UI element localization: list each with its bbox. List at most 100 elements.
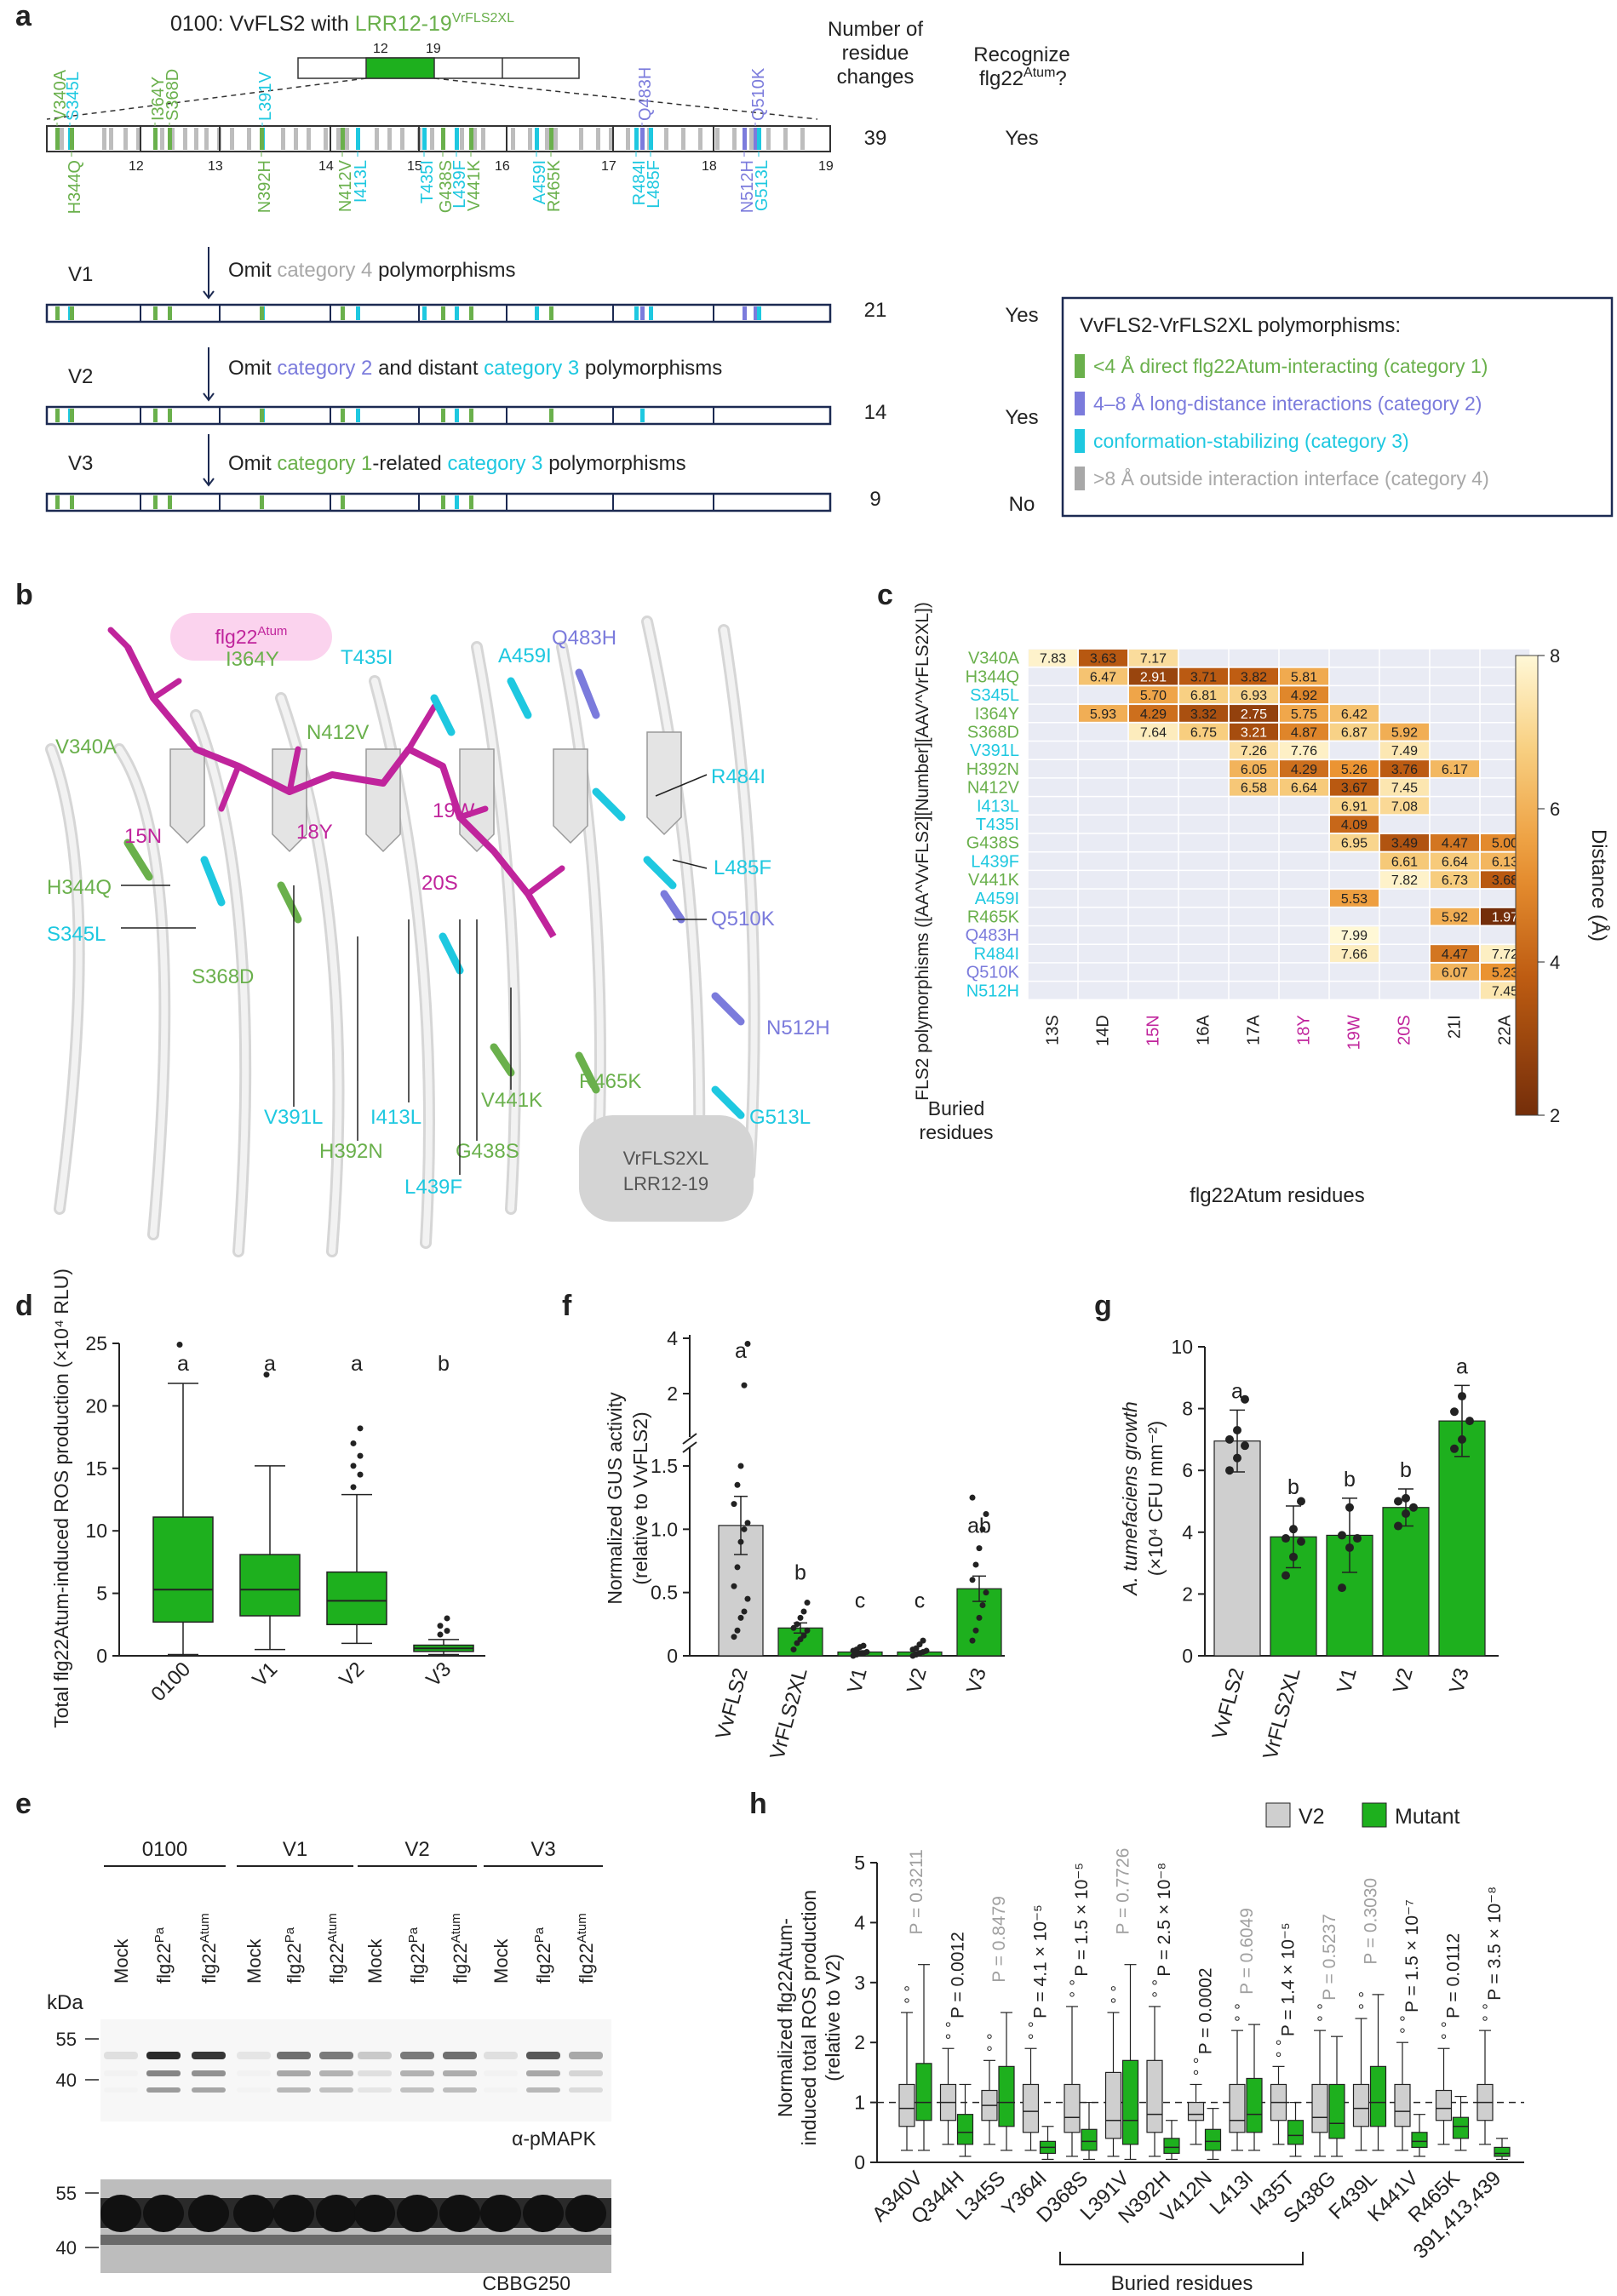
y-tick-label: 1	[854, 2092, 865, 2114]
heatmap-cell	[1431, 760, 1479, 777]
heatmap-value: 6.93	[1241, 689, 1267, 703]
legend-v2: V2	[1299, 1805, 1325, 1829]
legend-swatch	[1075, 429, 1085, 453]
residue-tick	[455, 495, 459, 509]
p-value: P = 1.4 × 10⁻⁵	[1279, 1922, 1299, 2036]
box	[1146, 2059, 1163, 2133]
lane-label: flg22Pa	[532, 1927, 554, 1984]
residue-tick	[341, 128, 345, 150]
legend-item: 4–8 Å long-distance interactions (catego…	[1093, 392, 1482, 415]
category4-tick	[681, 128, 685, 150]
step-arrowhead	[203, 478, 215, 487]
outlier	[1110, 1998, 1116, 2003]
heatmap-value: 5.81	[1291, 670, 1317, 684]
heatmap-cell	[1431, 945, 1479, 962]
structure-label: V441K	[481, 1089, 542, 1112]
beta-sheet	[646, 731, 682, 836]
residue-tick	[168, 128, 172, 150]
data-point	[734, 1481, 741, 1488]
box	[326, 1571, 387, 1626]
band-upper	[319, 2052, 353, 2059]
lane-label: Mock	[111, 1938, 132, 1984]
outlier	[1069, 1992, 1075, 1997]
legend-box	[1061, 296, 1614, 518]
heatmap-cell	[1380, 797, 1429, 815]
category4-tick	[387, 128, 392, 150]
recognize-row0: Yes	[1005, 127, 1038, 150]
data-point	[1225, 1466, 1234, 1475]
heatmap-cell	[1380, 852, 1429, 870]
heatmap-col-label: 14D	[1094, 1015, 1113, 1046]
heatmap-cell	[1380, 778, 1429, 796]
y-tick-label: 15	[85, 1457, 107, 1480]
outlier	[1028, 2022, 1034, 2027]
data-point	[1353, 1534, 1362, 1543]
outlier	[1276, 2052, 1282, 2057]
heatmap-cell	[1129, 705, 1178, 722]
heatmap-value: 3.68	[1492, 873, 1518, 888]
heatmap-cell	[1330, 797, 1379, 815]
heatmap-col-label: 18Y	[1295, 1015, 1314, 1045]
heatmap-cell	[1230, 760, 1278, 777]
category4-tick	[609, 128, 613, 150]
outlier	[1069, 1980, 1075, 1985]
x-category: VvFLS2	[712, 1666, 753, 1742]
heatmap-row-label: R484I	[974, 945, 1019, 964]
data-point	[800, 1608, 807, 1615]
data-point	[863, 1649, 870, 1656]
panel-label-d: d	[15, 1290, 33, 1322]
box	[1163, 2138, 1180, 2155]
colorbar	[1515, 655, 1539, 1116]
lrr-number: 17	[601, 159, 616, 174]
heatmap-row-label: V391L	[970, 741, 1019, 760]
heatmap-cell	[1431, 963, 1479, 981]
header-recognize: Recognize	[973, 43, 1069, 66]
data-point	[1225, 1434, 1234, 1444]
heatmap-value: 6.58	[1241, 782, 1267, 796]
heatmap-cell	[1330, 760, 1379, 777]
heatmap-value: 6.07	[1442, 966, 1468, 981]
residue-tick	[535, 128, 539, 150]
schematic-end: 19	[426, 42, 441, 56]
schematic-lrr-highlight	[365, 57, 435, 79]
outlier	[444, 1615, 450, 1622]
residue-tick	[469, 128, 473, 150]
heatmap-cell	[1431, 908, 1479, 925]
x-category: V2	[335, 1658, 369, 1692]
residue-tick	[649, 128, 653, 150]
residue-tick	[70, 409, 74, 422]
changes-row0: 39	[864, 127, 887, 150]
x-category: V1	[248, 1658, 282, 1692]
structure-label: N512H	[766, 1016, 830, 1039]
heatmap-row-label: H344Q	[966, 667, 1019, 686]
lrr-number: 12	[129, 159, 144, 174]
residue-stick	[592, 787, 626, 822]
outlier	[945, 2034, 951, 2039]
box	[1246, 2077, 1263, 2133]
panel-label-b: b	[15, 579, 33, 611]
band-lowest	[484, 2087, 518, 2093]
significance-letter: a	[1456, 1354, 1468, 1378]
heatmap-row-label: Q510K	[966, 964, 1020, 982]
data-point	[1338, 1531, 1346, 1540]
structure-label: Q510K	[711, 908, 775, 930]
residue-label-bottom: T435I	[418, 160, 437, 203]
category4-tick	[579, 128, 583, 150]
y-tick-label: 1.5	[651, 1455, 678, 1477]
heatmap-row-label: V340A	[968, 650, 1020, 668]
structure-label: L485F	[714, 856, 771, 879]
residue-tick	[260, 495, 264, 509]
outlier	[1358, 2004, 1364, 2009]
schematic-full	[297, 57, 580, 79]
category4-tick	[194, 128, 198, 150]
heatmap-value: 2.75	[1241, 707, 1267, 722]
ligand-sidechain	[456, 805, 489, 821]
structure-label: S368D	[192, 965, 254, 988]
heatmap-xlabel: flg22Atum residues	[1190, 1184, 1364, 1207]
data-point	[794, 1640, 800, 1646]
category4-tick	[336, 128, 341, 150]
heatmap-row-label: I413L	[977, 797, 1019, 816]
box	[1352, 2083, 1370, 2127]
residue-stick	[277, 881, 302, 924]
heatmap-col-label: 20S	[1396, 1015, 1414, 1045]
